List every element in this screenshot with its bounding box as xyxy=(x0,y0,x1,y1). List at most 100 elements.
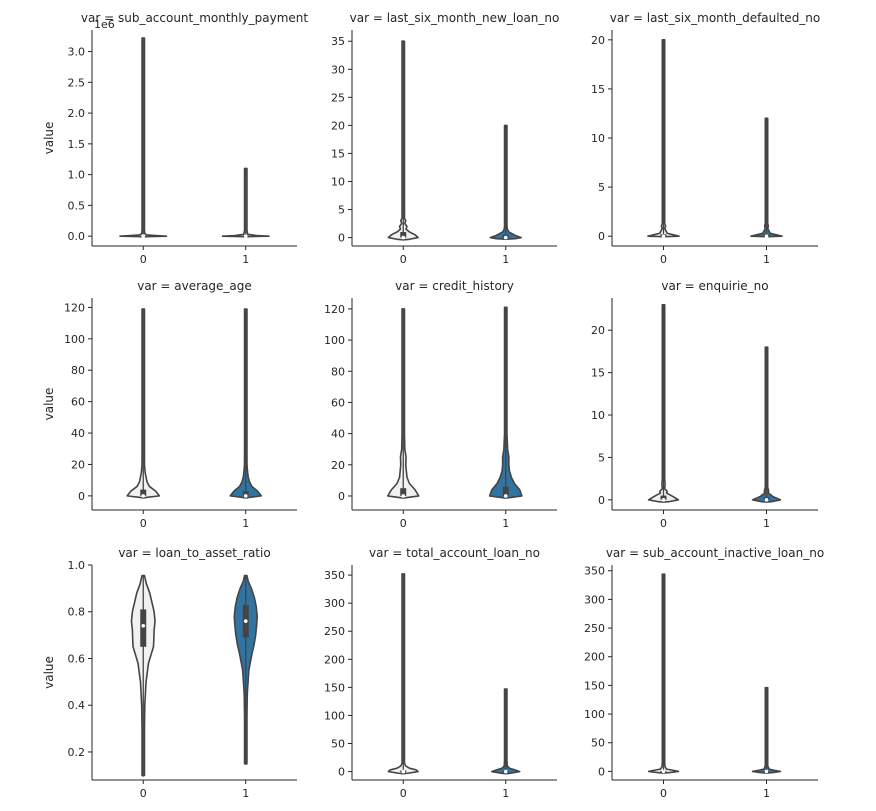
y-tick-label: 5 xyxy=(338,204,345,217)
panel-title: var = enquirie_no xyxy=(661,279,768,293)
panel-5: var = credit_history 0 20 40 60 80 100 120 0 1 xyxy=(324,279,557,530)
x-tick-label: 0 xyxy=(400,787,407,800)
y-tick-label: 150 xyxy=(324,681,345,694)
y-tick-label: 20 xyxy=(71,458,85,471)
violin-median xyxy=(764,234,769,238)
violin-median xyxy=(401,494,406,498)
y-tick-label: 50 xyxy=(331,738,345,751)
y-tick-label: 0 xyxy=(598,765,605,778)
x-tick-label: 1 xyxy=(502,517,509,530)
x-tick-label: 0 xyxy=(400,253,407,266)
y-tick-label: 0.4 xyxy=(68,699,86,712)
y-tick-label: 60 xyxy=(71,396,85,409)
violin-iqr-box xyxy=(140,489,147,496)
y-tick-label: 1.5 xyxy=(68,138,86,151)
y-tick-label: 25 xyxy=(331,91,345,104)
y-tick-label: 150 xyxy=(584,679,605,692)
panel-title: var = sub_account_inactive_loan_no xyxy=(606,546,824,560)
panel-1: var = sub_account_monthly_payment 0.0 0.5 1… xyxy=(42,11,308,266)
panel-title: var = sub_account_monthly_payment xyxy=(81,11,308,25)
violin-iqr-box xyxy=(140,609,147,647)
y-tick-label: 100 xyxy=(324,334,345,347)
y-axis-label: value xyxy=(42,388,56,421)
violin-iqr-box xyxy=(400,231,407,238)
x-tick-label: 1 xyxy=(502,787,509,800)
panel-title: var = last_six_month_new_loan_no xyxy=(350,11,560,25)
x-tick-label: 1 xyxy=(502,253,509,266)
y-tick-label: 0 xyxy=(338,490,345,503)
panel-7: var = loan_to_asset_ratio 0.2 0.4 0.6 0.8 1.0… xyxy=(42,546,297,800)
x-tick-label: 0 xyxy=(660,517,667,530)
y-tick-label: 50 xyxy=(591,737,605,750)
x-tick-label: 0 xyxy=(400,517,407,530)
panel-title: var = credit_history xyxy=(395,279,514,293)
x-tick-label: 0 xyxy=(140,517,147,530)
y-tick-label: 2.5 xyxy=(68,76,86,89)
violin-median xyxy=(661,769,666,774)
x-tick-label: 1 xyxy=(763,787,770,800)
y-tick-label: 80 xyxy=(71,364,85,377)
x-tick-label: 1 xyxy=(242,517,249,530)
y-tick-label: 5 xyxy=(598,181,605,194)
y-tick-label: 15 xyxy=(591,83,605,96)
y-tick-label: 0 xyxy=(598,230,605,243)
y-axis-label: value xyxy=(42,656,56,689)
y-tick-label: 10 xyxy=(331,175,345,188)
x-tick-label: 0 xyxy=(660,253,667,266)
panel-title: var = average_age xyxy=(137,279,252,293)
y-tick-label: 250 xyxy=(584,622,605,635)
y-tick-label: 120 xyxy=(64,301,85,314)
y-axis-label: value xyxy=(42,122,56,155)
x-tick-label: 1 xyxy=(763,517,770,530)
y-tick-label: 0.5 xyxy=(68,199,86,212)
violin-median xyxy=(141,234,146,238)
y-tick-label: 0.6 xyxy=(68,652,86,665)
y-tick-label: 20 xyxy=(331,459,345,472)
violin-median xyxy=(503,494,508,498)
panel-4: var = average_age 0 20 40 60 80 100 120 0 1 value xyxy=(42,279,297,530)
y-tick-label: 15 xyxy=(591,367,605,380)
violin-median xyxy=(141,623,146,628)
violin-iqr-box xyxy=(242,491,249,496)
y-tick-label: 5 xyxy=(598,451,605,464)
y-tick-label: 10 xyxy=(591,132,605,145)
y-tick-label: 0 xyxy=(338,232,345,245)
y-tick-label: 120 xyxy=(324,303,345,316)
y-tick-label: 0 xyxy=(598,494,605,507)
y-tick-label: 20 xyxy=(331,119,345,132)
y-tick-label: 350 xyxy=(324,569,345,582)
violin-iqr-box xyxy=(400,488,407,496)
violin-median xyxy=(401,769,406,774)
y-tick-label: 0.0 xyxy=(68,230,86,243)
violin-median xyxy=(661,234,666,238)
violin-iqr-box xyxy=(502,486,509,496)
x-tick-label: 1 xyxy=(242,787,249,800)
panel-3: var = last_six_month_defaulted_no0510152… xyxy=(591,11,820,266)
y-tick-label: 300 xyxy=(584,593,605,606)
y-tick-label: 35 xyxy=(331,35,345,48)
y-tick-label: 40 xyxy=(331,428,345,441)
y-tick-label: 250 xyxy=(324,625,345,638)
x-tick-label: 1 xyxy=(763,253,770,266)
violin-median xyxy=(141,494,146,498)
panel-8: var = total_account_loan_no 0 50 100 150 200 2… xyxy=(324,546,557,800)
axis-offset-label: 1e6 xyxy=(94,18,115,31)
y-tick-label: 100 xyxy=(64,333,85,346)
panel-6: var = enquirie_no 0 5 10 15 20 0 1 xyxy=(591,279,818,530)
y-tick-label: 0 xyxy=(338,766,345,779)
y-tick-label: 2.0 xyxy=(68,107,86,120)
x-tick-label: 0 xyxy=(140,253,147,266)
violin-median xyxy=(243,234,248,238)
panels: var = sub_account_monthly_payment 0.0 0.5 1… xyxy=(42,11,824,800)
panel-title: var = total_account_loan_no xyxy=(369,546,540,560)
panel-title: var = loan_to_asset_ratio xyxy=(118,546,270,560)
y-tick-label: 3.0 xyxy=(68,46,86,59)
violin-median xyxy=(503,769,508,774)
violin-median xyxy=(661,498,666,502)
y-tick-label: 0.2 xyxy=(68,746,86,759)
y-tick-label: 100 xyxy=(584,708,605,721)
y-tick-label: 40 xyxy=(71,427,85,440)
violin-median xyxy=(243,619,248,623)
